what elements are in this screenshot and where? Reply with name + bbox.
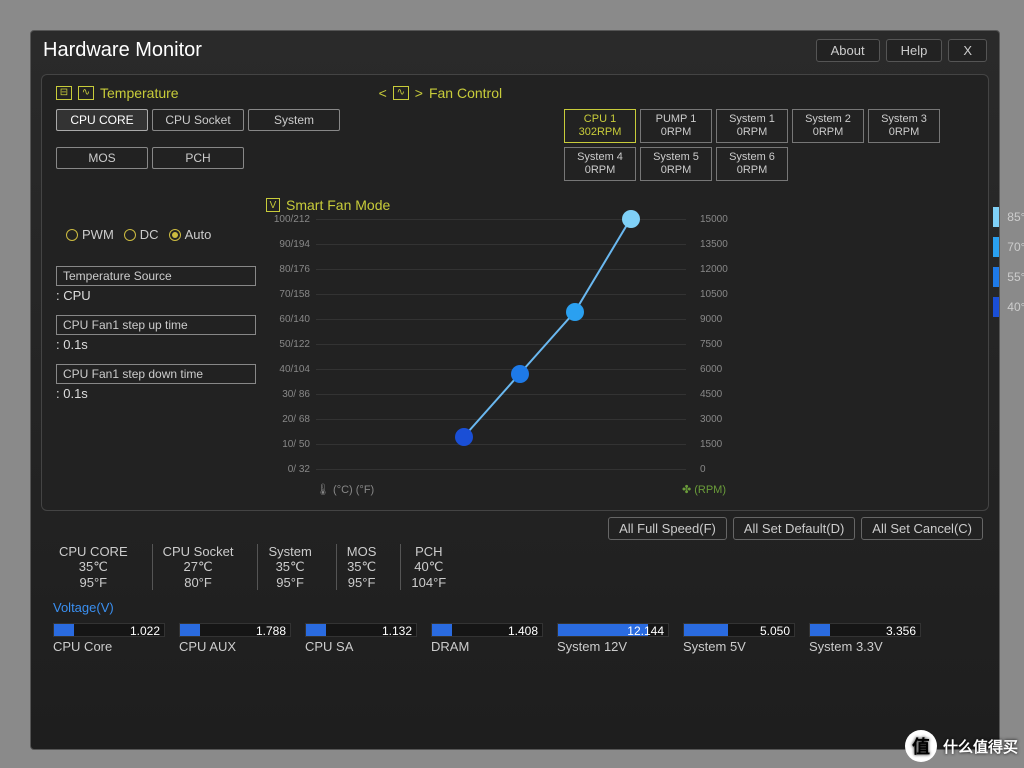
curve-point-2[interactable] xyxy=(566,303,584,321)
fan-tabs: CPU 1302RPMPUMP 10RPMSystem 10RPMSystem … xyxy=(564,109,974,181)
voltage-bars: 1.022CPU Core 1.788CPU AUX 1.132CPU SA 1.40… xyxy=(31,619,999,654)
y-left-label: 30/ 86 xyxy=(266,389,310,400)
arrow-right-icon[interactable]: > xyxy=(415,85,423,101)
temp-summary-system: System35℃95°F xyxy=(257,544,311,590)
chart-legend: 85°C185°F100% 70°C158°F63% 55°C131°F38% 40°… xyxy=(993,207,1024,327)
y-right-label: 3000 xyxy=(700,414,736,425)
collapse-icon[interactable]: ⊟ xyxy=(56,86,72,100)
fan-curve-chart: 100/21290/19480/17670/15860/14050/12240/… xyxy=(266,219,736,479)
voltage-system-12v: 12.144System 12V xyxy=(557,623,669,654)
all-full-speed-button[interactable]: All Full Speed(F) xyxy=(608,517,727,540)
main-panel: ⊟ ∿ Temperature < ∿ > Fan Control CPU CO… xyxy=(41,74,989,511)
y-right-label: 7500 xyxy=(700,339,736,350)
y-left-label: 0/ 32 xyxy=(266,464,310,475)
y-left-label: 20/ 68 xyxy=(266,414,310,425)
y-left-label: 60/140 xyxy=(266,314,310,325)
fan-tab-pump-1[interactable]: PUMP 10RPM xyxy=(640,109,712,143)
fan-tab-system-4[interactable]: System 40RPM xyxy=(564,147,636,181)
temp-tab-cpu-core[interactable]: CPU CORE xyxy=(56,109,148,131)
fan-tab-system-1[interactable]: System 10RPM xyxy=(716,109,788,143)
step-down-param[interactable]: CPU Fan1 step down time : 0.1s xyxy=(56,364,256,407)
watermark: 值 什么值得买 xyxy=(905,730,1018,762)
voltage-cpu-sa: 1.132CPU SA xyxy=(305,623,417,654)
plot-area[interactable] xyxy=(316,219,686,469)
fan-tab-system-2[interactable]: System 20RPM xyxy=(792,109,864,143)
mode-auto[interactable]: Auto xyxy=(169,227,212,242)
titlebar-buttons: About Help X xyxy=(816,39,987,62)
y-right-label: 13500 xyxy=(700,239,736,250)
settings-sidebar: PWM DC Auto Temperature Source : CPU CPU… xyxy=(56,197,256,496)
y-right-label: 1500 xyxy=(700,439,736,450)
fan-tab-system-5[interactable]: System 50RPM xyxy=(640,147,712,181)
voltage-cpu-core: 1.022CPU Core xyxy=(53,623,165,654)
about-button[interactable]: About xyxy=(816,39,880,62)
voltage-system-5v: 5.050System 5V xyxy=(683,623,795,654)
arrow-left-icon[interactable]: < xyxy=(379,85,387,101)
mode-dc[interactable]: DC xyxy=(124,227,159,242)
wave-icon: ∿ xyxy=(78,86,94,100)
y-right-label: 0 xyxy=(700,464,736,475)
temp-summary-cpu-core: CPU CORE35℃95°F xyxy=(59,544,128,590)
curve-point-3[interactable] xyxy=(622,210,640,228)
legend-row: 40°C104°F13% xyxy=(993,297,1024,317)
curve-point-0[interactable] xyxy=(455,428,473,446)
fan-tab-system-6[interactable]: System 60RPM xyxy=(716,147,788,181)
chart-units: 🌡 (°C) (°F) ✤ (RPM) xyxy=(266,483,736,496)
temp-summary-mos: MOS35℃95°F xyxy=(336,544,377,590)
legend-row: 70°C158°F63% xyxy=(993,237,1024,257)
temperature-summary: CPU CORE35℃95°F CPU Socket27℃80°F System35… xyxy=(31,540,999,590)
voltage-cpu-aux: 1.788CPU AUX xyxy=(179,623,291,654)
footer-buttons: All Full Speed(F) All Set Default(D) All… xyxy=(31,511,999,540)
temp-tab-pch[interactable]: PCH xyxy=(152,147,244,169)
temperature-tabs: CPU CORECPU SocketSystem MOSPCH xyxy=(56,109,384,181)
hardware-monitor-window: Hardware Monitor About Help X ⊟ ∿ Temper… xyxy=(30,30,1000,750)
close-button[interactable]: X xyxy=(948,39,987,62)
voltage-header: Voltage(V) xyxy=(31,590,999,619)
y-right-label: 10500 xyxy=(700,289,736,300)
temp-tab-system[interactable]: System xyxy=(248,109,340,131)
fan-icon: ✤ (RPM) xyxy=(682,483,726,496)
chart-column: V Smart Fan Mode 100/212 90/194 80/176 70/1… xyxy=(266,197,974,496)
all-set-cancel-button[interactable]: All Set Cancel(C) xyxy=(861,517,983,540)
legend-row: 55°C131°F38% xyxy=(993,267,1024,287)
voltage-system-3.3v: 3.356System 3.3V xyxy=(809,623,921,654)
temp-tab-mos[interactable]: MOS xyxy=(56,147,148,169)
y-left-label: 50/122 xyxy=(266,339,310,350)
y-left-label: 100/212 xyxy=(266,214,310,225)
step-up-param[interactable]: CPU Fan1 step up time : 0.1s xyxy=(56,315,256,358)
all-set-default-button[interactable]: All Set Default(D) xyxy=(733,517,855,540)
y-right-label: 9000 xyxy=(700,314,736,325)
watermark-icon: 值 xyxy=(905,730,937,762)
temp-summary-pch: PCH40℃104°F xyxy=(400,544,446,590)
y-left-label: 70/158 xyxy=(266,289,310,300)
fancontrol-header: < ∿ > Fan Control xyxy=(379,85,503,101)
fan-tab-cpu-1[interactable]: CPU 1302RPM xyxy=(564,109,636,143)
window-title: Hardware Monitor xyxy=(43,39,202,62)
temp-source-param[interactable]: Temperature Source : CPU xyxy=(56,266,256,309)
titlebar: Hardware Monitor About Help X xyxy=(31,31,999,70)
fan-wave-icon: ∿ xyxy=(393,86,409,100)
y-left-label: 80/176 xyxy=(266,264,310,275)
curve-point-1[interactable] xyxy=(511,365,529,383)
temp-tab-cpu-socket[interactable]: CPU Socket xyxy=(152,109,244,131)
y-right-label: 12000 xyxy=(700,264,736,275)
temp-summary-cpu-socket: CPU Socket27℃80°F xyxy=(152,544,234,590)
help-button[interactable]: Help xyxy=(886,39,943,62)
thermometer-icon: 🌡 (°C) (°F) xyxy=(316,483,374,496)
y-right-label: 4500 xyxy=(700,389,736,400)
y-left-label: 40/104 xyxy=(266,364,310,375)
temperature-header: ⊟ ∿ Temperature xyxy=(56,85,179,101)
fan-tab-system-3[interactable]: System 30RPM xyxy=(868,109,940,143)
y-right-label: 15000 xyxy=(700,214,736,225)
legend-row: 85°C185°F100% xyxy=(993,207,1024,227)
y-left-label: 10/ 50 xyxy=(266,439,310,450)
y-left-label: 90/194 xyxy=(266,239,310,250)
smart-fan-toggle[interactable]: V Smart Fan Mode xyxy=(266,197,974,213)
voltage-dram: 1.408DRAM xyxy=(431,623,543,654)
checkbox-icon: V xyxy=(266,198,280,212)
y-right-label: 6000 xyxy=(700,364,736,375)
mode-pwm[interactable]: PWM xyxy=(66,227,114,242)
mode-radios: PWM DC Auto xyxy=(66,227,256,242)
